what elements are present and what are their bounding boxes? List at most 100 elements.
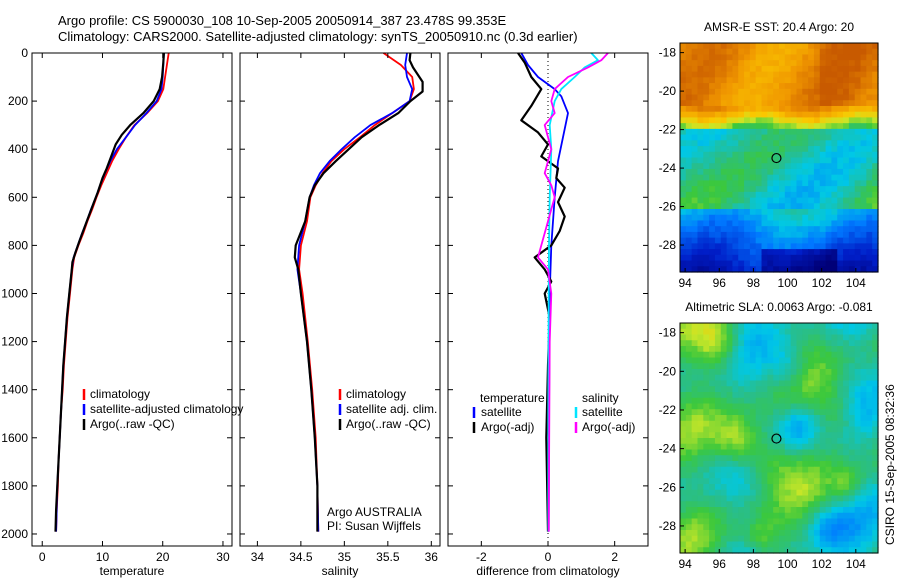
heatmap-cell [790,374,798,382]
heatmap-cell [854,346,862,353]
heatmap-cell [802,351,809,359]
heatmap-cell [749,524,757,531]
heatmap-cell [767,186,774,193]
heatmap-cell [802,65,809,73]
heatmap-cell [784,111,792,119]
heatmap-cell [808,197,815,204]
heatmap-cell [790,535,798,543]
heatmap-cell [802,426,809,433]
heatmap-cell [854,146,862,153]
heatmap-cell [685,512,693,520]
heatmap-cell [866,495,873,502]
heatmap-cell [784,140,792,147]
heatmap-cell [866,369,873,376]
heatmap-cell [680,328,687,336]
heatmap-cell [866,83,873,90]
heatmap-cell [872,403,879,410]
heatmap-cell [738,323,745,330]
heatmap-cell [802,512,809,520]
heatmap-cell [837,157,844,164]
heatmap-cell [813,547,821,554]
heatmap-cell [738,191,745,199]
heatmap-cell [866,449,873,456]
heatmap-cell [779,501,786,508]
heatmap-cell [837,415,844,422]
heatmap-cell [819,415,827,422]
heatmap-cell [714,105,722,113]
heatmap-cell [720,386,728,393]
heatmap-cell [779,392,786,399]
heatmap-cell [744,254,751,262]
heatmap-cell [732,397,739,405]
heatmap-cell [843,495,850,502]
heatmap-cell [837,77,844,84]
heatmap-cell [825,420,833,428]
heatmap-cell [860,397,867,405]
heatmap-cell [779,71,786,78]
heatmap-cell [773,369,780,376]
heatmap-cell [831,472,838,479]
heatmap-cell [761,340,768,347]
heatmap-cell [796,60,803,67]
heatmap-cell [714,54,722,61]
heatmap-cell [755,351,763,359]
heatmap-cell [709,518,716,525]
heatmap-cell [825,455,833,462]
heatmap-cell [790,455,798,462]
heatmap-cell [761,478,768,485]
heatmap-cell [680,409,687,416]
heatmap-cell [825,197,833,204]
heatmap-cell [854,94,862,101]
heatmap-cell [779,415,786,422]
heatmap-cell [784,501,792,508]
heatmap-cell [761,386,768,393]
heatmap-cell [680,507,687,514]
heatmap-cell [837,60,844,67]
heatmap-cell [837,100,844,107]
x-tick-label: 0 [39,550,46,564]
heatmap-cell [773,180,780,187]
heatmap-cell [685,334,693,341]
heatmap-cell [732,77,739,84]
heatmap-cell [732,426,739,433]
heatmap-cell [697,180,704,187]
heatmap-cell [848,243,856,250]
heatmap-cell [680,71,687,78]
heatmap-cell [854,111,862,119]
heatmap-cell [854,489,862,497]
heatmap-cell [732,495,739,502]
heatmap-cell [872,420,879,428]
heatmap-cell [691,94,699,101]
heatmap-cell [726,77,734,84]
heatmap-cell [808,65,815,73]
heatmap-cell [796,88,803,96]
heatmap-cell [854,512,862,520]
heatmap-cell [773,530,780,537]
heatmap-cell [697,397,704,405]
heatmap-cell [755,415,763,422]
heatmap-cell [703,535,710,543]
heatmap-cell [784,237,792,244]
heatmap-cell [837,168,844,176]
heatmap-cell [761,397,768,405]
heatmap-cell [744,214,751,222]
heatmap-cell [697,48,704,56]
heatmap-cell [726,478,734,485]
heatmap-cell [813,249,821,256]
heatmap-cell [779,43,786,50]
heatmap-cell [773,71,780,78]
heatmap-cell [744,409,751,416]
heatmap-cell [697,128,704,136]
heatmap-cell [802,541,809,548]
heatmap-cell [726,323,734,330]
heatmap-cell [691,449,699,456]
heatmap-cell [685,363,693,370]
heatmap-cell [755,163,763,170]
heatmap-cell [709,197,716,204]
heatmap-cell [755,403,763,410]
heatmap-cell [697,117,704,124]
heatmap-cell [697,507,704,514]
heatmap-cell [685,226,693,233]
heatmap-cell [819,123,827,130]
heatmap-cell [819,512,827,520]
